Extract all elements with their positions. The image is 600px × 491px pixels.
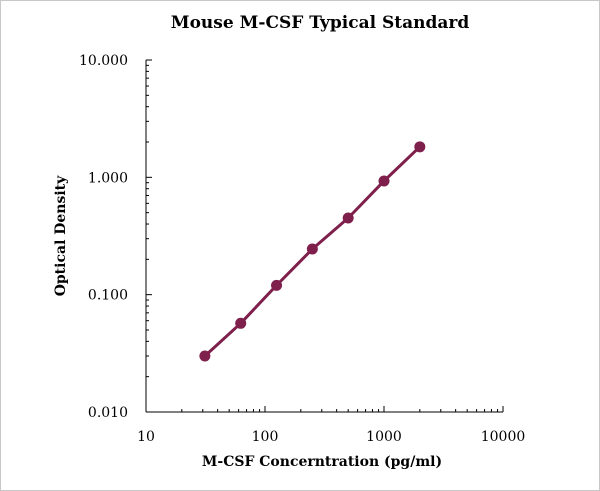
data-point bbox=[271, 279, 283, 291]
x-tick-label: 100 bbox=[252, 429, 279, 445]
y-axis-label: Optical Density bbox=[53, 175, 69, 296]
series bbox=[199, 141, 426, 362]
data-point bbox=[199, 350, 211, 362]
x-tick-label: 1000 bbox=[366, 429, 402, 445]
data-point bbox=[342, 212, 354, 224]
y-tick-label: 0.100 bbox=[88, 288, 128, 304]
x-tick-labels: 10 100 1000 10000 bbox=[137, 429, 525, 445]
y-tick-labels: 10.000 1.000 0.100 0.010 bbox=[79, 53, 128, 421]
x-tick-label: 10 bbox=[137, 429, 155, 445]
y-tick-label: 0.010 bbox=[88, 405, 128, 421]
y-tick-label: 1.000 bbox=[88, 170, 128, 186]
data-point bbox=[306, 243, 318, 255]
x-tick-label: 10000 bbox=[481, 429, 526, 445]
data-point bbox=[235, 317, 247, 329]
data-point bbox=[378, 175, 390, 187]
axes bbox=[145, 59, 504, 413]
x-axis-label: M-CSF Concerntration (pg/ml) bbox=[202, 454, 442, 470]
chart-title: Mouse M-CSF Typical Standard bbox=[171, 13, 470, 33]
data-point bbox=[414, 141, 426, 153]
y-tick-label: 10.000 bbox=[79, 53, 128, 69]
